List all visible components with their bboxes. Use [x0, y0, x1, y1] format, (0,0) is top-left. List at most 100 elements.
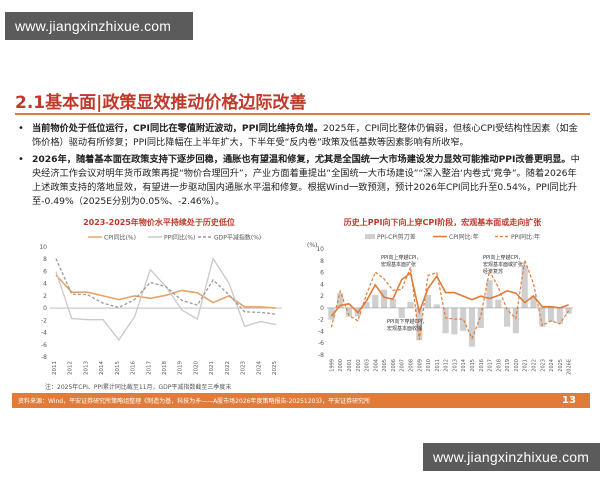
annotation-text-1: 宏观基本面或扩张，	[483, 261, 528, 268]
x-tick-label: 2022	[225, 361, 231, 375]
x-tick-label: 2025	[558, 359, 564, 372]
y-tick-label: 0	[43, 305, 47, 312]
x-tick-label: 2015	[470, 359, 476, 372]
x-tick-label: 2007	[400, 359, 406, 372]
spread-bar	[416, 307, 423, 341]
x-tick-label: 2011	[52, 361, 58, 375]
spread-bar	[504, 307, 511, 327]
x-tick-label: 2023	[241, 361, 247, 375]
spread-bar	[530, 295, 537, 308]
spread-bar	[539, 307, 546, 327]
spread-bar	[547, 307, 555, 323]
y-tick-label: 4	[320, 281, 324, 288]
x-tick-label: 2010	[426, 359, 432, 372]
bullet-point-2: • 2026年，随着基本面在政策支持下逐步回稳，通胀也有望温和修复，尤其是全国统…	[18, 153, 583, 209]
legend-label-0: CPI同比(%)	[104, 234, 136, 242]
legend-label-ppi: PPI同比:年	[511, 233, 540, 241]
spread-bar	[407, 302, 414, 308]
bullet-dot-icon: •	[18, 123, 24, 134]
x-tick-label: 2015	[115, 361, 121, 375]
chart-right-svg: PPI-CPI剪刀差 CPI同比:年 PPI同比:年 (%)10 8 6 4 2 0 -2 -4 -6…	[307, 233, 573, 375]
y-tick-label: 8	[320, 258, 324, 265]
y-tick-label: -6	[41, 342, 47, 349]
y-tick-label: 10	[316, 246, 324, 253]
x-tick-label: 2017	[488, 359, 494, 372]
spread-bar	[468, 307, 476, 347]
y-tick-label: 4	[43, 281, 47, 288]
bullet-2-text: 中央经济工作会议对明年货币政策再提“物价合理回升”，产业方面着重提出“全国统一大…	[32, 154, 580, 207]
x-tick-label: 2021	[209, 361, 215, 375]
x-tick-label: 2014	[99, 361, 105, 375]
spread-bar	[477, 307, 484, 328]
spread-bar	[451, 307, 458, 335]
bullet-dot-icon: •	[18, 154, 24, 165]
spread-bar	[433, 304, 440, 308]
y-tick-label: -2	[41, 317, 47, 324]
bullet-1-text: 2025年，CPI同比整体仍偏弱，但核心CPI受结构性因素（如金饰价格）驱动有所…	[32, 123, 578, 148]
spread-bar	[424, 294, 432, 308]
annotation-text-0: PPI向上穿越CPI，	[381, 254, 422, 261]
title-divider	[15, 113, 590, 115]
legend-label-2: GDP平减指数(%)	[214, 234, 261, 242]
watermark-bottom: www.jiangxinzhixue.com	[423, 443, 600, 471]
annotation-text-1: PPI向上穿越CPI，	[483, 254, 524, 261]
spread-bar	[486, 280, 493, 308]
annotation-text-2: PPI向下穿越CPI，	[387, 318, 428, 325]
x-tick-label: 2009	[417, 359, 423, 372]
x-tick-label: 2024	[549, 359, 555, 372]
y-tick-label: 0	[320, 305, 324, 312]
x-tick-label: 2018	[162, 361, 168, 375]
annotation-text-1: 经济复苏	[483, 268, 503, 275]
spread-bar	[442, 307, 449, 334]
spread-bar	[460, 307, 467, 331]
x-tick-label: 2019	[505, 359, 511, 372]
x-tick-label: 2012	[68, 361, 74, 375]
chart-left-title: 2023-2025年物价水平持续处于历史低位	[83, 218, 235, 227]
x-tick-label: 2014	[461, 359, 467, 372]
legend-label-bar: PPI-CPI剪刀差	[377, 233, 416, 241]
x-tick-label: 2026E	[567, 359, 573, 375]
spread-bar	[389, 299, 396, 308]
y-tick-label: -6	[318, 340, 324, 347]
x-tick-label: 2000	[338, 359, 344, 372]
annotation-text-2: 宏观基本面收缩	[387, 325, 422, 332]
bullet-1-bold: 当前物价处于低位运行，CPI同比在零值附近波动，PPI同比维持负增。	[32, 123, 324, 134]
legend-label-1: PPI同比(%)	[164, 234, 195, 242]
y-tick-label: -8	[41, 354, 47, 361]
series-line-2	[55, 258, 277, 315]
x-tick-label: 2005	[382, 359, 388, 372]
y-axis-unit: (%)	[307, 242, 317, 249]
chart-footnote: 注：2025年CPI、PPI累计同比截至11月，GDP平减指数截至三季度末	[45, 384, 232, 391]
y-tick-label: -4	[318, 328, 324, 335]
spread-bar	[512, 307, 519, 334]
y-tick-label: 2	[43, 293, 47, 300]
x-tick-label: 2022	[531, 359, 537, 372]
y-tick-label: -8	[318, 352, 324, 359]
x-tick-label: 2004	[373, 359, 379, 372]
y-tick-label: -2	[318, 317, 324, 324]
y-tick-label: 2	[320, 293, 324, 300]
x-tick-label: 2001	[347, 359, 353, 372]
spread-bar	[381, 289, 388, 308]
x-tick-label: 2019	[178, 361, 184, 375]
x-tick-label: 2012	[444, 359, 450, 372]
y-tick-label: 6	[43, 268, 47, 275]
spread-bar	[328, 307, 335, 320]
legend-swatch-bar	[365, 234, 375, 239]
ppi-line	[330, 257, 570, 341]
bullet-2-bold: 2026年，随着基本面在政策支持下逐步回稳，通胀也有望温和修复，尤其是全国统一大…	[32, 154, 571, 165]
y-tick-label: 6	[320, 270, 324, 277]
spread-bar	[398, 307, 405, 318]
footer-bar	[12, 393, 590, 408]
x-tick-label: 2025	[272, 361, 278, 375]
source-note: 资料来源：Wind，平安证券研究所策略组整理《制造为基，科技为矛——A股市场20…	[18, 398, 371, 405]
spread-bar	[556, 307, 563, 324]
x-tick-label: 2006	[391, 359, 397, 372]
series-line-0	[55, 274, 277, 309]
x-tick-label: 2016	[131, 361, 137, 375]
x-tick-label: 2003	[365, 359, 371, 372]
x-tick-label: 2020	[193, 361, 199, 375]
y-tick-label: -4	[41, 330, 47, 337]
spread-bar	[495, 299, 502, 308]
series-line-1	[55, 257, 277, 342]
